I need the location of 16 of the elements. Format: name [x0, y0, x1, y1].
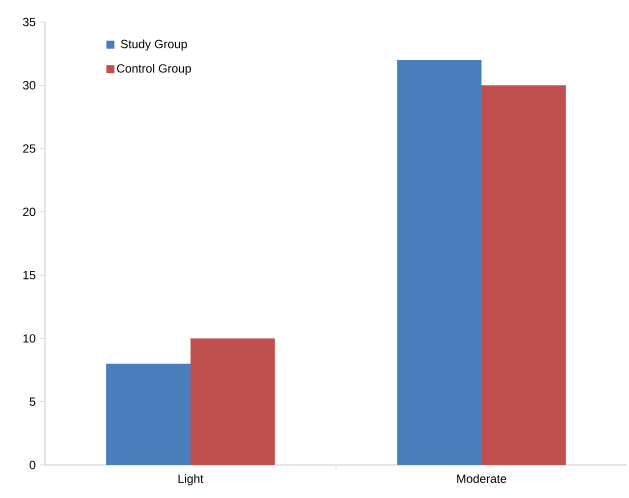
y-tick-label: 0	[30, 460, 36, 470]
y-tick-label: 15	[23, 270, 36, 280]
bar	[482, 85, 566, 465]
x-tick-label: Moderate	[457, 474, 506, 483]
y-tick-label: 10	[23, 334, 36, 343]
x-tick-label: Light	[178, 474, 204, 486]
bar	[106, 364, 190, 465]
y-tick-label: 30	[22, 81, 36, 90]
y-tick-label: 20	[23, 208, 36, 216]
y-tick-label: 25	[23, 144, 36, 153]
bar	[397, 60, 482, 465]
y-tick-label: 35	[22, 18, 36, 26]
bar	[190, 338, 275, 465]
y-tick-label: 5	[30, 398, 36, 406]
legend-label: Study Group	[120, 39, 187, 51]
legend-label: Control Group	[116, 64, 191, 76]
